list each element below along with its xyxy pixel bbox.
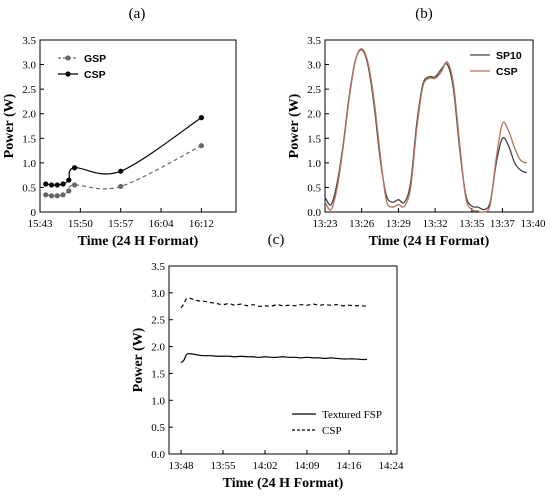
panel-label: (a) (129, 6, 146, 22)
series-line-csp (324, 48, 528, 213)
y-axis-label: Power (W) (287, 93, 302, 158)
series-line-csp (45, 117, 202, 186)
y-axis-label: Power (W) (2, 93, 17, 158)
data-point (54, 182, 60, 188)
series-line-textured-fsp (180, 353, 368, 364)
x-tick-label: 15:57 (108, 218, 134, 230)
y-tick-label: 1.0 (22, 158, 36, 170)
data-point (48, 182, 55, 188)
y-tick-label: 1.0 (307, 158, 321, 170)
panel-label: (b) (415, 6, 433, 22)
x-tick-label: 13:26 (349, 218, 375, 230)
data-point (118, 168, 124, 174)
x-axis-label: Time (24 H Format) (78, 234, 199, 249)
legend-label: Textured FSP (322, 409, 382, 421)
legend-marker (65, 71, 71, 77)
x-tick-label: 13:23 (312, 218, 338, 230)
x-axis-label: Time (24 H Format) (369, 234, 490, 249)
data-point (43, 192, 49, 198)
data-point (198, 115, 205, 121)
x-tick-label: 16:04 (149, 218, 175, 230)
data-point (54, 193, 60, 199)
data-point (60, 192, 66, 198)
data-point (118, 183, 124, 190)
legend-label: CSP (496, 66, 518, 78)
x-tick-label: 13:32 (423, 218, 448, 230)
legend-label: CSP (322, 425, 342, 437)
x-tick-label: 13:35 (459, 218, 485, 230)
y-tick-label: 3.0 (151, 288, 165, 300)
x-tick-label: 13:29 (386, 218, 412, 230)
data-point (198, 143, 205, 149)
y-tick-label: 2.0 (22, 109, 36, 121)
legend-label: GSP (84, 53, 106, 65)
x-tick-label: 15:50 (68, 218, 94, 230)
y-axis-label: Power (W) (131, 327, 146, 392)
x-tick-label: 14:16 (336, 460, 362, 472)
x-tick-label: 13:37 (490, 218, 516, 230)
x-tick-label: 14:24 (378, 460, 404, 472)
x-tick-label: 13:48 (168, 460, 194, 472)
panel-c: (c) 0.0 0.5 1.0 1.5 2.0 2.5 3.0 3.5 13:48 13:55 14:… (131, 232, 404, 491)
x-tick-label: 14:09 (294, 460, 320, 472)
y-tick-label: 3.0 (22, 60, 36, 72)
plot-frame (168, 265, 398, 455)
data-point (71, 165, 78, 171)
panel-b: (b) 0.0 0.5 1.0 1.5 2.0 2.5 3.0 3.5 13:23 13:26 13:… (287, 6, 546, 249)
plot-frame (39, 39, 237, 213)
y-tick-label: 1.0 (151, 395, 165, 407)
y-tick-label: 2.0 (307, 109, 321, 121)
y-tick-label: 2.5 (307, 84, 321, 96)
legend-marker (65, 55, 71, 61)
data-point (60, 181, 66, 187)
y-tick-label: 0.0 (151, 449, 165, 461)
data-point (66, 188, 72, 194)
y-tick-label: 1.5 (307, 133, 321, 145)
y-tick-label: 0.5 (22, 182, 36, 194)
legend-label: SP10 (496, 50, 522, 62)
y-tick-label: 0.5 (307, 182, 321, 194)
x-tick-label: 16:12 (189, 218, 214, 230)
x-axis-label: Time (24 H Format) (223, 476, 344, 491)
y-tick-label: 0 (31, 207, 37, 219)
y-tick-label: 3.5 (151, 261, 165, 273)
y-tick-label: 2.5 (22, 84, 36, 96)
x-tick-label: 15:43 (27, 218, 53, 230)
data-point (71, 182, 78, 188)
x-tick-label: 13:55 (210, 460, 236, 472)
y-tick-label: 3.5 (22, 35, 36, 47)
y-tick-label: 0.5 (151, 422, 165, 434)
x-tick-label: 14:02 (252, 460, 277, 472)
data-point (66, 177, 72, 183)
y-tick-label: 1.5 (151, 368, 165, 380)
panel-a: (a) 0 0.5 1.0 1.5 2.0 2.5 3.0 3.5 15:43 15:50 15:57… (2, 6, 237, 249)
data-point (48, 193, 55, 199)
x-tick-label: 13:40 (520, 218, 546, 230)
plot-frame (324, 39, 534, 213)
data-point (43, 181, 49, 187)
y-tick-label: 3.0 (307, 60, 321, 72)
y-tick-label: 2.5 (151, 315, 165, 327)
series-line-csp (180, 297, 368, 309)
y-tick-label: 0.0 (307, 207, 321, 219)
y-tick-label: 3.5 (307, 35, 321, 47)
legend-label: CSP (84, 69, 106, 81)
panel-label: (c) (268, 232, 285, 248)
y-tick-label: 2.0 (151, 342, 165, 354)
y-tick-label: 1.5 (22, 133, 36, 145)
